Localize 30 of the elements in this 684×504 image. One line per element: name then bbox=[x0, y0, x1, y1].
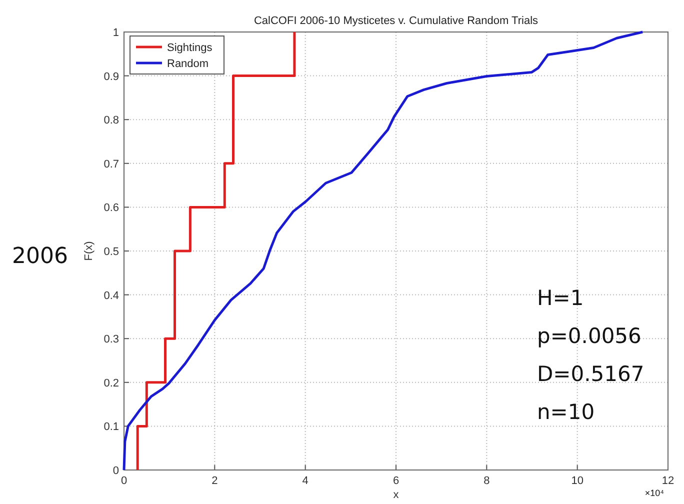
x-tick-label: 8 bbox=[484, 475, 490, 487]
y-axis-title: F(x) bbox=[83, 241, 95, 261]
y-tick-label: 0.6 bbox=[104, 202, 119, 214]
y-tick-label: 1 bbox=[112, 27, 119, 39]
legend-label: Random bbox=[167, 58, 209, 70]
y-tick-label: 0.7 bbox=[104, 158, 119, 170]
x-axis-title: x bbox=[393, 489, 400, 501]
x-tick-label: 4 bbox=[302, 475, 308, 487]
x-tick-label: 12 bbox=[662, 475, 674, 487]
x-tick-label: 10 bbox=[571, 475, 584, 487]
x-tick-label: 0 bbox=[120, 475, 128, 487]
y-tick-label: 0.4 bbox=[104, 290, 119, 302]
y-tick-label: 0.1 bbox=[104, 421, 119, 434]
y-tick-label: 0.9 bbox=[104, 70, 119, 83]
annotation: p=0.0056 bbox=[537, 324, 642, 348]
text: 2006 bbox=[12, 244, 68, 269]
x-tick-label: 6 bbox=[392, 475, 400, 487]
y-tick-label: 0.2 bbox=[104, 377, 119, 390]
text: ×10⁴ bbox=[644, 488, 664, 498]
annotation: H=1 bbox=[537, 286, 584, 310]
x-tick-label: 2 bbox=[212, 475, 218, 487]
legend-label: Sightings bbox=[167, 42, 213, 54]
chart-title: CalCOFI 2006-10 Mysticetes v. Cumulative Random Trials bbox=[254, 15, 539, 27]
annotation: n=10 bbox=[537, 400, 595, 424]
annotation: D=0.5167 bbox=[537, 362, 644, 386]
y-tick-label: 0 bbox=[112, 465, 119, 477]
y-tick-label: 0.8 bbox=[104, 114, 119, 127]
y-tick-label: 0.3 bbox=[104, 334, 119, 346]
y-tick-label: 0.5 bbox=[104, 246, 119, 258]
line-series bbox=[122, 30, 644, 472]
